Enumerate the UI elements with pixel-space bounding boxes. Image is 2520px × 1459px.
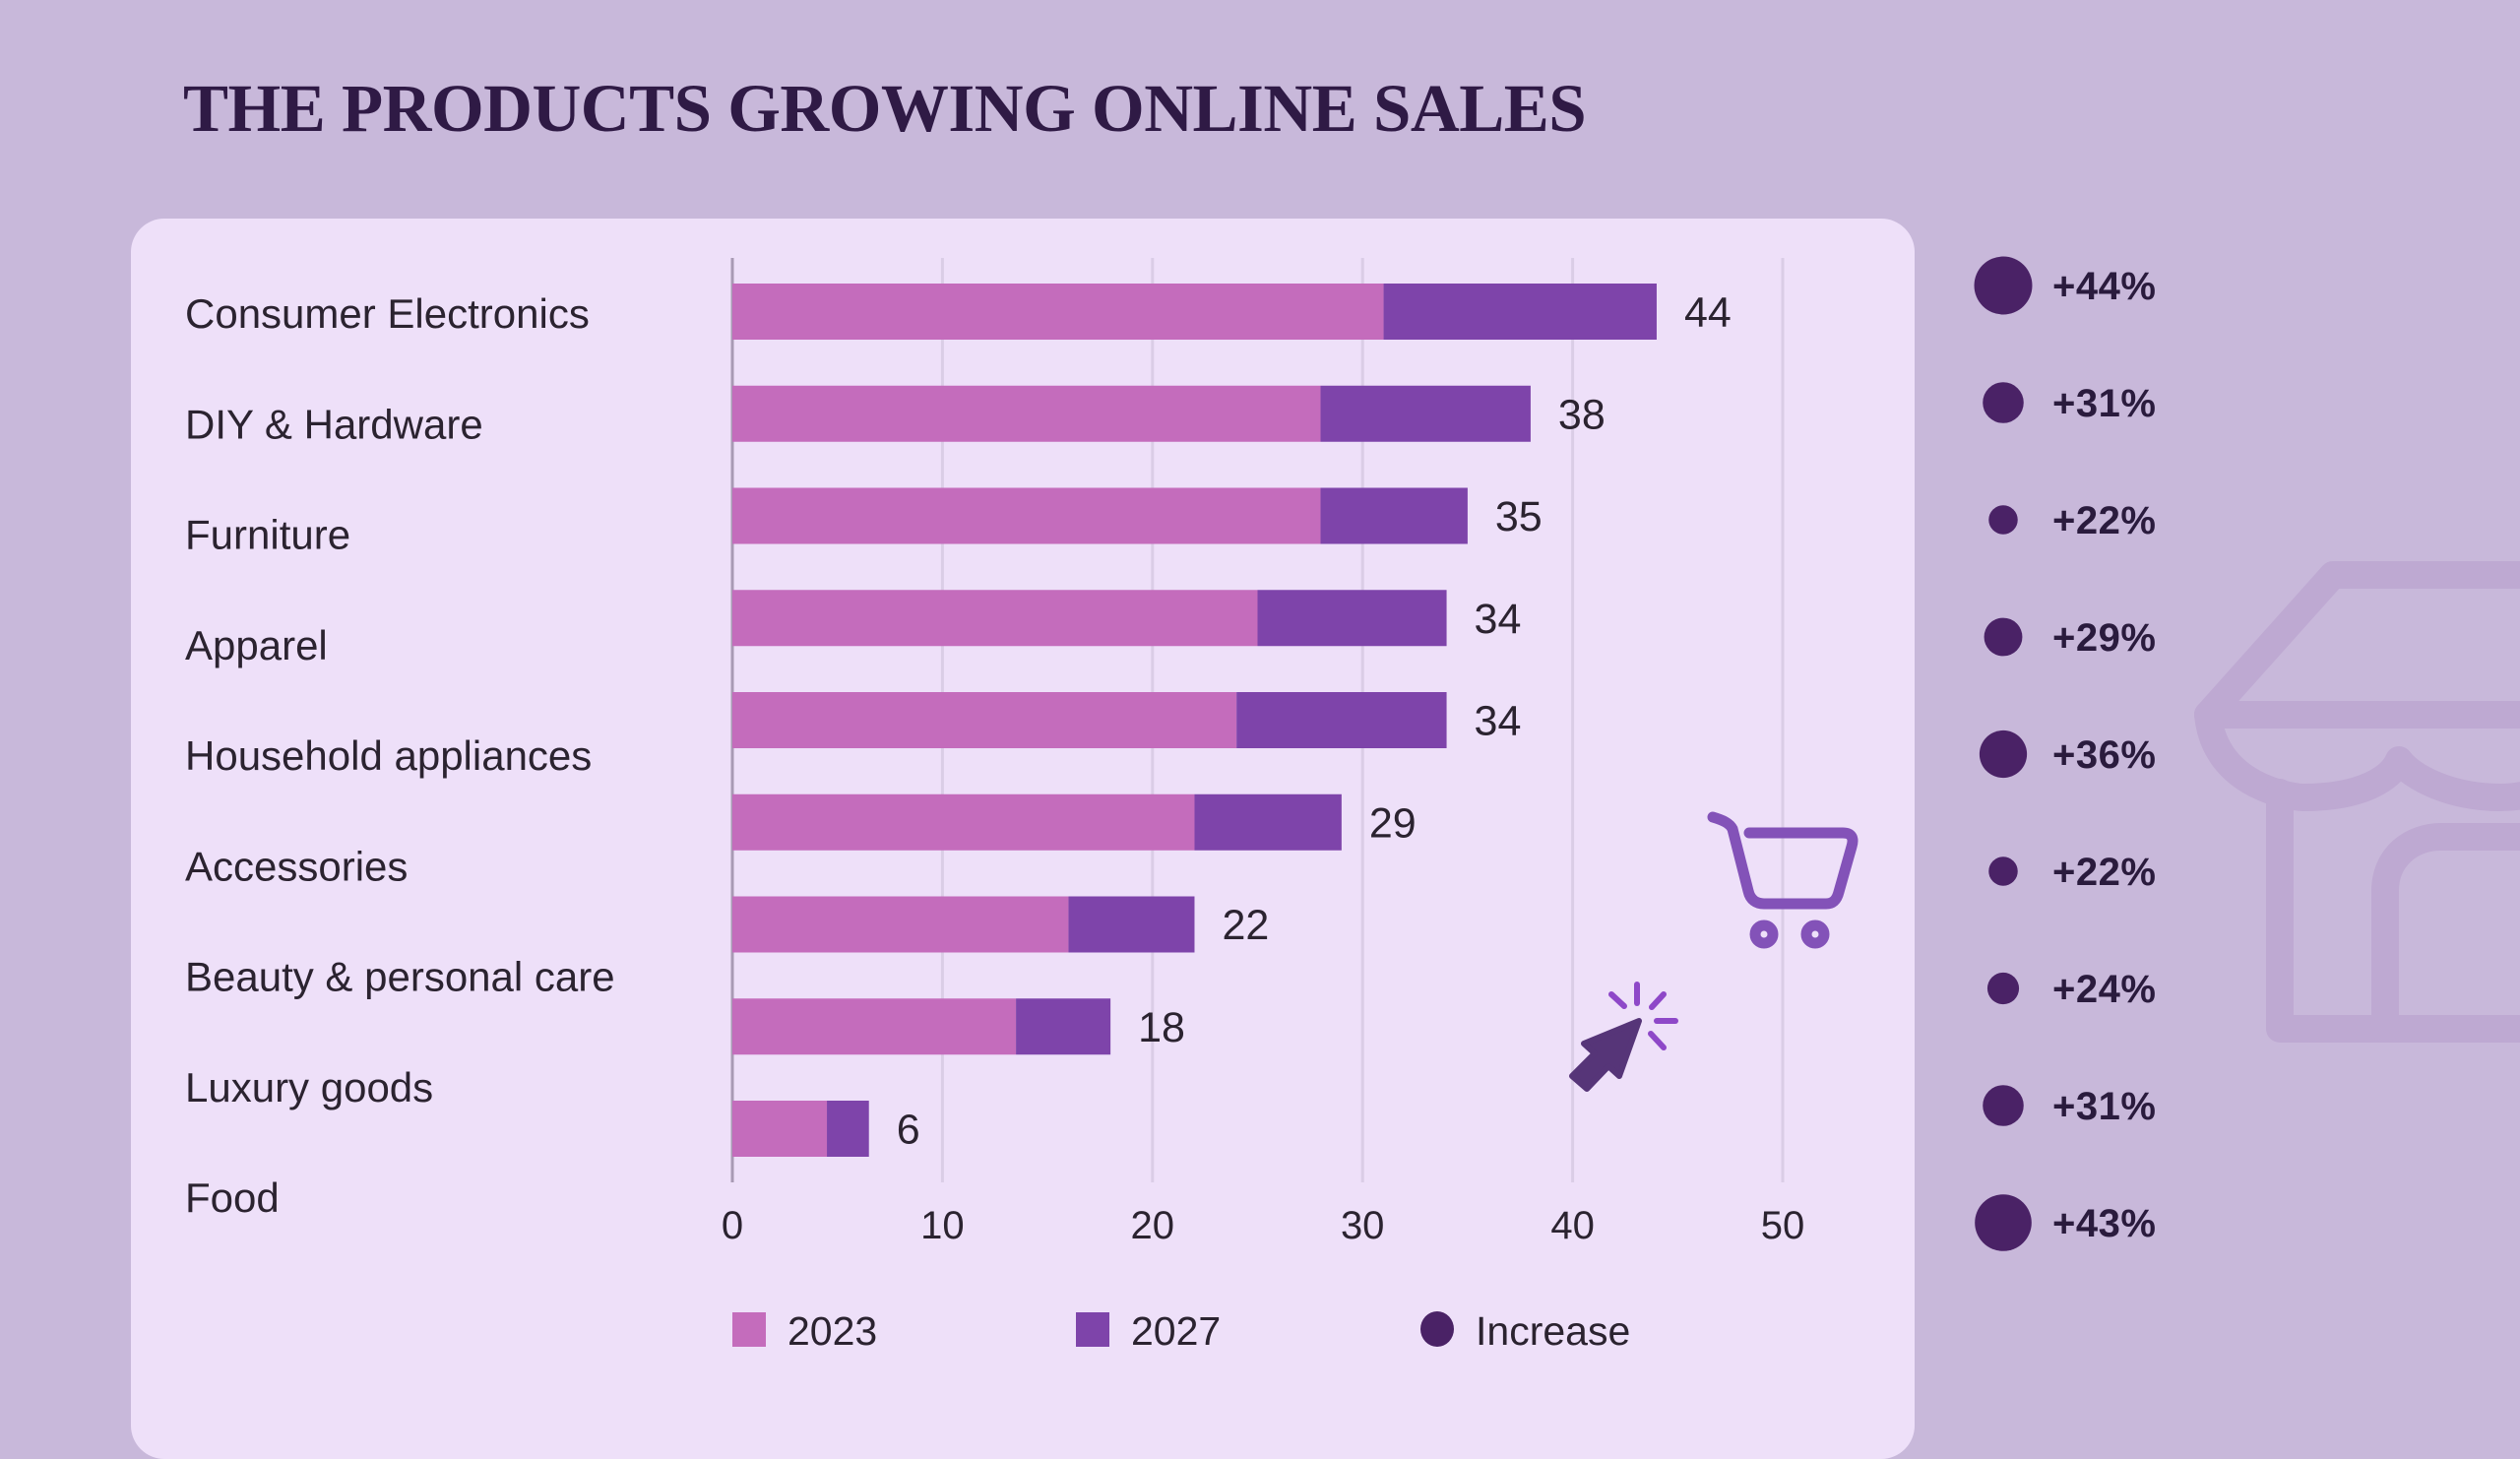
bar-group (732, 692, 1447, 748)
value-label: 6 (897, 1107, 920, 1154)
legend: 2023 2027 Increase (732, 1308, 1630, 1354)
bar-2027 (1236, 692, 1447, 748)
bar-2023 (732, 793, 1195, 851)
legend-label-2023: 2023 (788, 1308, 877, 1354)
increase-label: +29% (2052, 616, 2156, 660)
increase-bubble (1975, 1194, 2032, 1251)
increase-item: +36% (1979, 730, 2156, 779)
x-tick-label: 50 (1761, 1204, 1805, 1247)
increase-label: +44% (2052, 265, 2156, 308)
bar-2027 (827, 1101, 869, 1157)
category-label: Food (185, 1174, 280, 1221)
bar-2027 (1383, 284, 1657, 340)
category-label: Consumer Electronics (185, 290, 590, 337)
bar-2027 (1257, 590, 1447, 647)
bar-group (732, 385, 1531, 442)
legend-item-2023: 2023 (732, 1308, 877, 1354)
increase-label: +36% (2052, 733, 2156, 777)
category-labels: Consumer Electronics DIY & Hardware Furnit… (185, 290, 615, 1221)
bar-2027 (1194, 793, 1342, 851)
bars (732, 284, 1657, 1157)
value-label: 38 (1558, 391, 1606, 438)
x-tick-label: 20 (1131, 1204, 1175, 1247)
legend-swatch-2023 (732, 1312, 766, 1347)
x-axis-ticks: 0 10 20 30 40 50 (722, 1204, 1804, 1247)
increase-item: +22% (1988, 851, 2156, 894)
click-cursor-icon (1569, 982, 1678, 1092)
bar-group (732, 487, 1468, 544)
value-label: 35 (1495, 493, 1543, 540)
bar-2023 (732, 692, 1237, 748)
bar-2023 (732, 590, 1258, 647)
value-labels: 44 38 35 34 34 29 22 18 6 (897, 289, 1732, 1154)
value-label: 34 (1475, 596, 1522, 643)
bar-group (732, 998, 1111, 1055)
category-label: Beauty & personal care (185, 954, 615, 1000)
bar-2023 (732, 896, 1069, 953)
x-tick-label: 10 (920, 1204, 965, 1247)
increase-label: +43% (2052, 1202, 2156, 1245)
storefront-icon (2194, 561, 2520, 1043)
increase-item: +24% (1986, 968, 2156, 1011)
bar-group (732, 896, 1195, 953)
increase-item: +31% (1983, 1085, 2156, 1128)
bar-group (732, 1101, 869, 1157)
increase-bubble (1979, 730, 2028, 779)
category-label: Apparel (185, 622, 328, 668)
value-label: 18 (1138, 1004, 1185, 1051)
legend-item-2027: 2027 (1076, 1308, 1221, 1354)
legend-swatch-increase (1420, 1311, 1454, 1347)
increase-bubble (1986, 972, 2020, 1005)
increase-bubble (1988, 505, 2018, 535)
value-label: 34 (1475, 698, 1522, 745)
bar-2023 (732, 385, 1321, 442)
value-label: 29 (1369, 799, 1417, 847)
category-label: DIY & Hardware (185, 401, 483, 447)
bar-2023 (732, 487, 1321, 544)
bar-group (732, 793, 1342, 851)
increase-bubble (1988, 856, 2018, 886)
legend-item-increase: Increase (1420, 1308, 1630, 1354)
increase-bubble (1983, 1085, 2024, 1126)
category-label: Household appliances (185, 732, 592, 779)
bar-2027 (1320, 385, 1531, 442)
increase-item: +22% (1988, 499, 2156, 542)
bar-2027 (1016, 998, 1111, 1055)
category-label: Furniture (185, 512, 350, 558)
bar-group (732, 590, 1447, 647)
increase-item: +29% (1984, 616, 2156, 660)
category-label: Luxury goods (185, 1064, 433, 1110)
x-tick-label: 30 (1341, 1204, 1385, 1247)
bar-2023 (732, 284, 1384, 340)
increase-label: +31% (2052, 1085, 2156, 1128)
increase-label: +22% (2052, 851, 2156, 894)
increase-bubble (1984, 617, 2023, 657)
increase-label: +31% (2052, 382, 2156, 425)
increase-item: +43% (1975, 1194, 2156, 1251)
legend-swatch-2027 (1076, 1312, 1109, 1347)
bar-2023 (732, 998, 1017, 1055)
chart: Consumer Electronics DIY & Hardware Furnit… (185, 256, 2520, 1354)
category-label: Accessories (185, 843, 408, 889)
x-tick-label: 40 (1550, 1204, 1595, 1247)
bar-group (732, 284, 1657, 340)
bar-2027 (1068, 896, 1195, 953)
shopping-cart-icon (1707, 811, 1858, 949)
value-label: 22 (1222, 902, 1269, 949)
legend-label-increase: Increase (1476, 1308, 1630, 1354)
increase-column: +44% +31% +22% +29% +36% +22% +24% +31% +43% (1974, 256, 2156, 1251)
value-label: 44 (1684, 289, 1732, 337)
increase-label: +22% (2052, 499, 2156, 542)
legend-label-2027: 2027 (1131, 1308, 1221, 1354)
increase-bubble (1983, 382, 2024, 423)
bar-2023 (732, 1101, 828, 1157)
page-title: THE PRODUCTS GROWING ONLINE SALES (183, 71, 1587, 146)
increase-item: +31% (1983, 382, 2156, 425)
bar-2027 (1320, 487, 1468, 544)
increase-item: +44% (1974, 256, 2156, 315)
increase-bubble (1974, 256, 2033, 315)
x-tick-label: 0 (722, 1204, 743, 1247)
increase-label: +24% (2052, 968, 2156, 1011)
